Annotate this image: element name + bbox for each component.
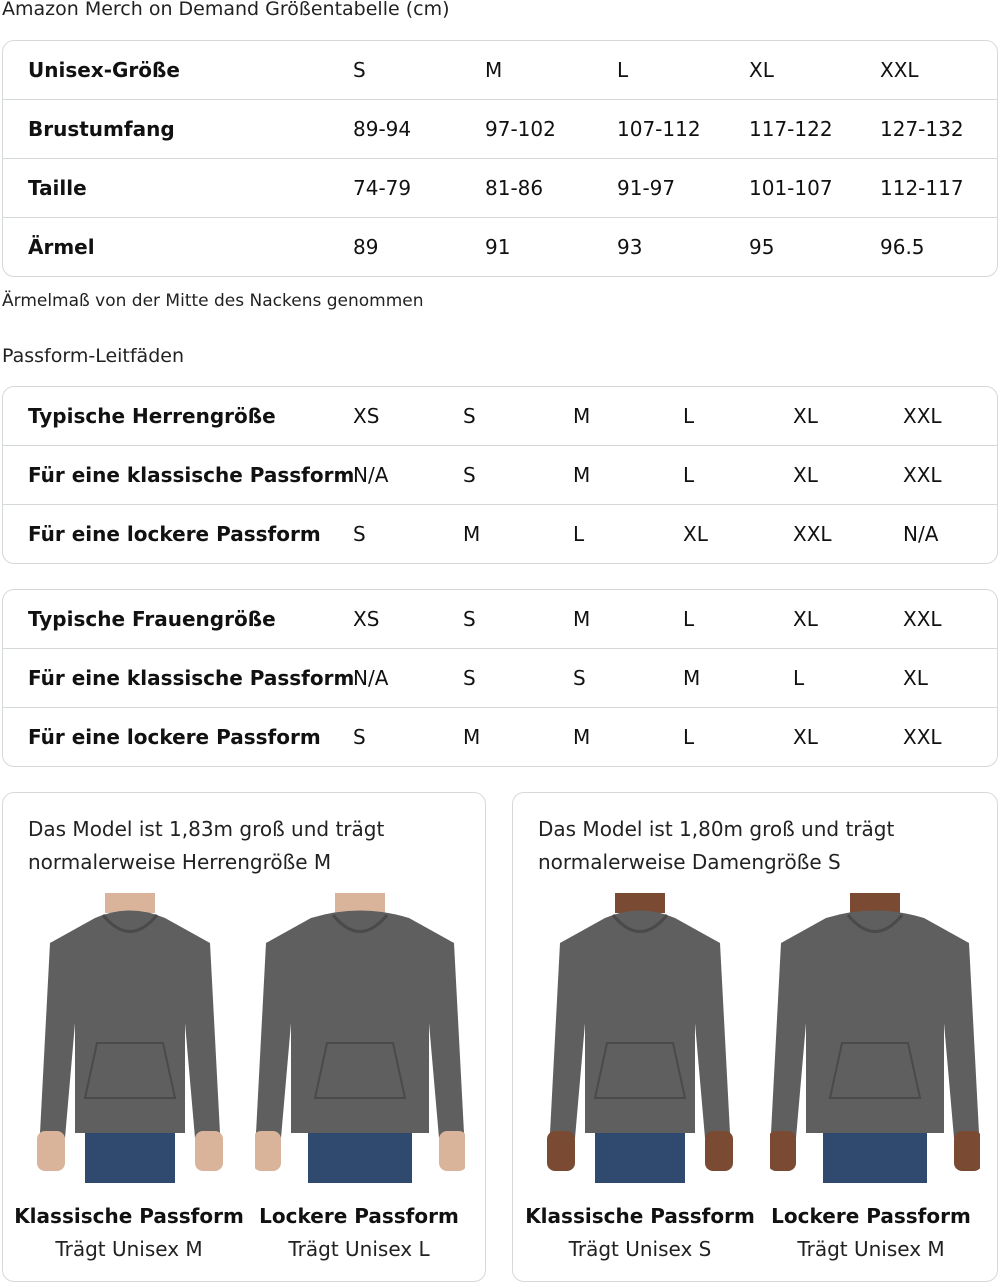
- hoodie-model-photo: [547, 893, 733, 1183]
- table-cell: S: [463, 607, 476, 631]
- table-row: Typische Frauengröße XS S M L XL XXL: [3, 590, 997, 648]
- table-cell: 95: [749, 235, 775, 259]
- table-cell: XS: [353, 404, 380, 428]
- table-cell: M: [463, 522, 481, 546]
- hoodie-model-photo: [770, 893, 980, 1183]
- table-cell: 74-79: [353, 176, 412, 200]
- table-cell: L: [683, 725, 695, 749]
- table-cell: L: [573, 522, 585, 546]
- table-cell: 89-94: [353, 117, 412, 141]
- table-cell: 112-117: [880, 176, 964, 200]
- table-cell: 81-86: [485, 176, 544, 200]
- table-cell: N/A: [903, 522, 939, 546]
- table-cell: XXL: [903, 404, 942, 428]
- row-label: Brustumfang: [28, 117, 175, 141]
- men-fit-table: Typische Herrengröße XS S M L XL XXL Für eine k…: [2, 386, 998, 564]
- wears-label: Trägt Unisex M: [55, 1237, 203, 1261]
- table-row: Brustumfang 89-94 97-102 107-112 117-122 127-…: [3, 99, 997, 158]
- row-label: Typische Herrengröße: [28, 404, 276, 428]
- women-fit-table: Typische Frauengröße XS S M L XL XXL Für eine k…: [2, 589, 998, 767]
- table-cell: XL: [749, 58, 774, 82]
- table-cell: XXL: [793, 522, 832, 546]
- table-cell: N/A: [353, 666, 389, 690]
- table-cell: XL: [683, 522, 708, 546]
- table-cell: 96.5: [880, 235, 925, 259]
- table-row: Typische Herrengröße XS S M L XL XXL: [3, 387, 997, 445]
- women-model-caption: Das Model ist 1,80m groß und trägt normal…: [538, 817, 895, 874]
- table-cell: L: [683, 463, 695, 487]
- table-cell: 101-107: [749, 176, 833, 200]
- table-cell: 89: [353, 235, 379, 259]
- hoodie-model-photo: [37, 893, 223, 1183]
- table-cell: S: [353, 522, 366, 546]
- table-cell: M: [573, 725, 591, 749]
- table-cell: S: [573, 666, 586, 690]
- table-cell: XS: [353, 607, 380, 631]
- table-cell: L: [793, 666, 805, 690]
- hoodie-model-photo: [255, 893, 465, 1183]
- table-cell: L: [617, 58, 629, 82]
- table-cell: S: [463, 404, 476, 428]
- row-label: Ärmel: [28, 235, 95, 259]
- row-label: Für eine klassische Passform: [28, 463, 355, 487]
- table-cell: XXL: [903, 607, 942, 631]
- table-row: Für eine klassische Passform N/A S S M L XL: [3, 648, 997, 707]
- fit-guides-title: Passform-Leitfäden: [2, 345, 184, 367]
- wears-label: Trägt Unisex M: [797, 1237, 945, 1261]
- table-cell: S: [463, 666, 476, 690]
- table-cell: N/A: [353, 463, 389, 487]
- fit-label: Lockere Passform: [771, 1204, 971, 1228]
- row-label: Für eine lockere Passform: [28, 522, 321, 546]
- table-cell: M: [573, 404, 591, 428]
- table-cell: 97-102: [485, 117, 556, 141]
- fit-label: Lockere Passform: [259, 1204, 459, 1228]
- wears-label: Trägt Unisex L: [288, 1237, 430, 1261]
- table-cell: M: [463, 725, 481, 749]
- table-cell: 91: [485, 235, 511, 259]
- table-cell: 93: [617, 235, 643, 259]
- table-cell: 107-112: [617, 117, 701, 141]
- table-cell: 117-122: [749, 117, 833, 141]
- table-row: Für eine lockere Passform S M M L XL XXL: [3, 707, 997, 766]
- size-chart-table: Unisex-Größe S M L XL XXL Brustumfang 89-94 97-1…: [2, 40, 998, 277]
- table-cell: S: [353, 725, 366, 749]
- table-cell: M: [485, 58, 503, 82]
- size-chart-title: Amazon Merch on Demand Größentabelle (cm…: [2, 0, 450, 20]
- table-cell: XL: [903, 666, 928, 690]
- table-cell: XL: [793, 607, 818, 631]
- table-cell: 127-132: [880, 117, 964, 141]
- table-row: Taille 74-79 81-86 91-97 101-107 112-117: [3, 158, 997, 217]
- table-cell: XXL: [903, 725, 942, 749]
- table-row: Ärmel 89 91 93 95 96.5: [3, 217, 997, 276]
- table-cell: M: [573, 463, 591, 487]
- row-label: Taille: [28, 176, 87, 200]
- men-model-caption: Das Model ist 1,83m groß und trägt normal…: [28, 817, 385, 874]
- table-cell: S: [353, 58, 366, 82]
- sleeve-note: Ärmelmaß von der Mitte des Nackens genom…: [2, 291, 424, 311]
- table-cell: 91-97: [617, 176, 676, 200]
- table-cell: XL: [793, 463, 818, 487]
- table-cell: L: [683, 607, 695, 631]
- table-cell: S: [463, 463, 476, 487]
- row-label: Für eine klassische Passform: [28, 666, 355, 690]
- table-row: Unisex-Größe S M L XL XXL: [3, 41, 997, 99]
- table-cell: XL: [793, 404, 818, 428]
- table-cell: XXL: [903, 463, 942, 487]
- table-row: Für eine lockere Passform S M L XL XXL N/A: [3, 504, 997, 563]
- wears-label: Trägt Unisex S: [568, 1237, 712, 1261]
- row-label: Unisex-Größe: [28, 58, 180, 82]
- fit-label: Klassische Passform: [525, 1204, 755, 1228]
- row-label: Typische Frauengröße: [28, 607, 276, 631]
- table-row: Für eine klassische Passform N/A S M L XL XXL: [3, 445, 997, 504]
- table-cell: M: [573, 607, 591, 631]
- table-cell: L: [683, 404, 695, 428]
- fit-label: Klassische Passform: [14, 1204, 244, 1228]
- row-label: Für eine lockere Passform: [28, 725, 321, 749]
- table-cell: XL: [793, 725, 818, 749]
- table-cell: M: [683, 666, 701, 690]
- table-cell: XXL: [880, 58, 919, 82]
